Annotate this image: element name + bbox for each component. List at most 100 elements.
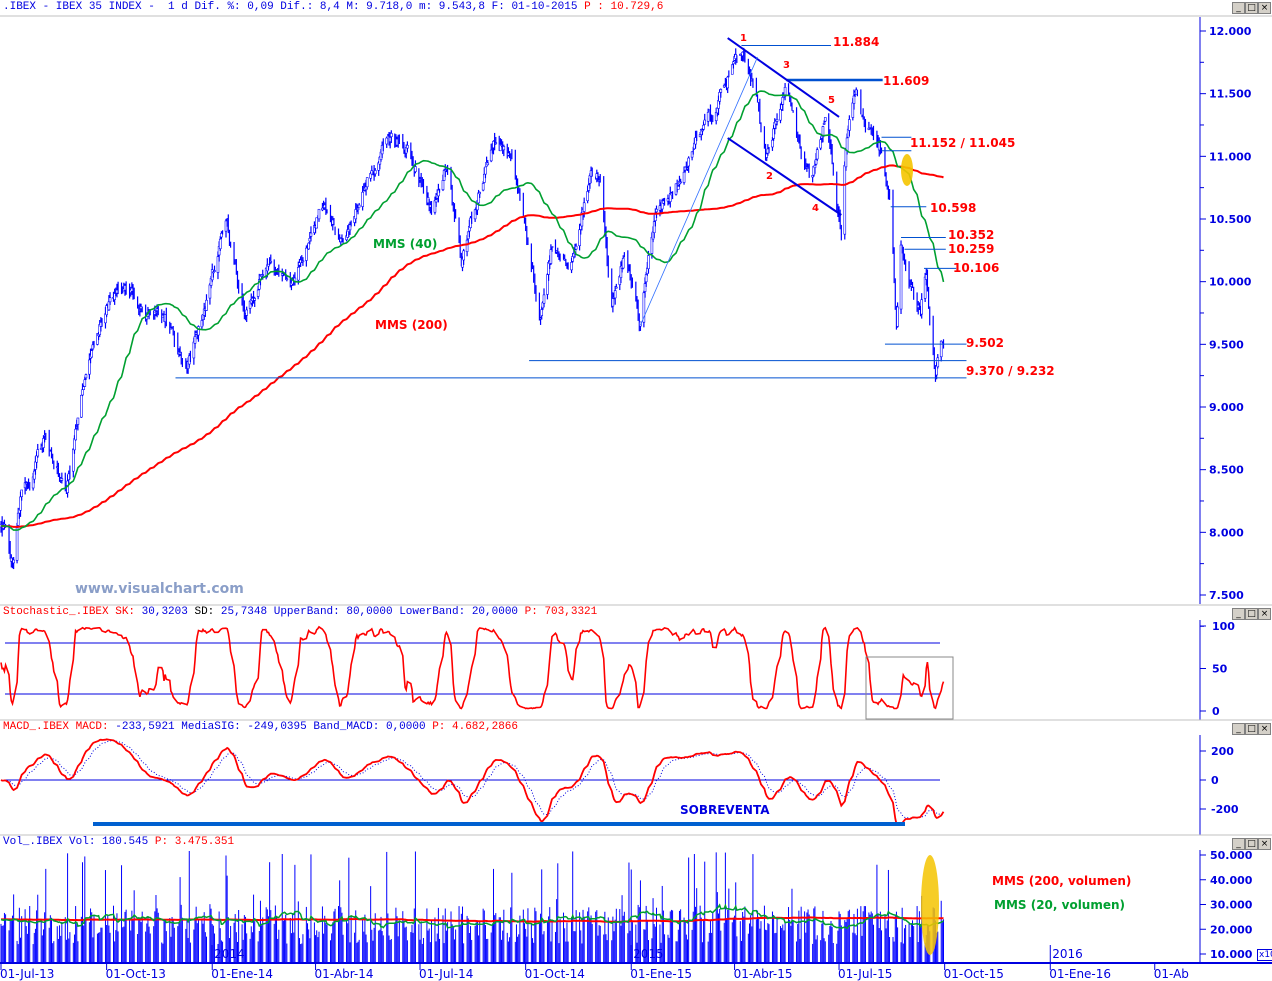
mms200-line bbox=[1, 164, 944, 528]
price-candle-up bbox=[462, 250, 465, 261]
stochastic-header: Stochastic_.IBEX SK: 30,3203 SD: 25,7348… bbox=[3, 606, 597, 619]
price-tick-label: 8.000 bbox=[1209, 526, 1244, 539]
price-candle-up bbox=[845, 137, 849, 152]
year-label: 2015 bbox=[633, 947, 664, 961]
price-candle-up bbox=[615, 286, 618, 289]
price-candle-up bbox=[216, 256, 220, 273]
volume-tick-label: 30.000 bbox=[1210, 899, 1253, 912]
wave-point-label: 4 bbox=[812, 203, 819, 214]
macd-line bbox=[0, 738, 945, 825]
maximize-button[interactable]: □ bbox=[1245, 723, 1258, 735]
price-candle-up bbox=[621, 258, 625, 269]
close-button[interactable]: × bbox=[1258, 608, 1271, 620]
mms40-label: MMS (40) bbox=[373, 237, 438, 251]
volume-tick-label: 20.000 bbox=[1210, 923, 1253, 936]
price-candle-up bbox=[719, 89, 723, 93]
price-candle-up bbox=[84, 374, 88, 379]
price-candle-up bbox=[354, 209, 358, 220]
price-candle-up bbox=[193, 336, 197, 344]
price-candle-up bbox=[83, 379, 87, 387]
price-candle-up bbox=[899, 244, 903, 310]
minimize-button[interactable]: _ bbox=[1232, 608, 1245, 620]
indicator-name: Stochastic_.IBEX bbox=[3, 606, 109, 618]
level-label: 10.106 bbox=[953, 261, 1000, 275]
close-button[interactable]: × bbox=[1258, 723, 1271, 735]
label: SD: bbox=[194, 606, 215, 618]
price-candle-up bbox=[348, 224, 352, 231]
label: Dif. %: bbox=[194, 1, 241, 13]
price-candle-up bbox=[80, 394, 83, 418]
price-candle-up bbox=[655, 208, 658, 213]
minimize-button[interactable]: _ bbox=[1232, 838, 1245, 850]
price-candle-up bbox=[113, 293, 116, 300]
price-candle-up bbox=[441, 180, 445, 191]
volume-header: Vol_.IBEX Vol: 180.545 P: 3.475.351 bbox=[3, 836, 234, 849]
price-candle-up bbox=[205, 299, 208, 311]
dif: 8,4 bbox=[319, 1, 340, 13]
maximize-button[interactable]: □ bbox=[1245, 838, 1258, 850]
price-candle-up bbox=[484, 166, 487, 175]
sobreventa-label: SOBREVENTA bbox=[680, 803, 770, 817]
price-candle-up bbox=[822, 123, 826, 125]
price-candle-up bbox=[936, 357, 940, 368]
price-candle-up bbox=[706, 111, 710, 122]
price-candle-up bbox=[434, 199, 438, 203]
volume-highlight bbox=[921, 855, 939, 955]
price-candle-up bbox=[781, 96, 785, 105]
date-tick-label: 01-Abr-14 bbox=[315, 967, 374, 981]
date-tick-label: 01-Ene-14 bbox=[211, 967, 273, 981]
volume-mms200-label: MMS (200, volumen) bbox=[992, 874, 1132, 888]
price-candle-up bbox=[15, 527, 19, 561]
price-candle-up bbox=[317, 208, 321, 220]
price-candle-up bbox=[406, 145, 409, 149]
lower-band: 20,0000 bbox=[471, 606, 519, 618]
price-candle-up bbox=[815, 149, 819, 160]
label: LowerBand: bbox=[399, 606, 466, 618]
price-candle-up bbox=[245, 309, 248, 316]
macd-value: -233,5921 bbox=[115, 721, 175, 733]
macd-tick-label: 200 bbox=[1211, 745, 1234, 758]
wave-point-label: 2 bbox=[766, 171, 773, 182]
level-label: 10.598 bbox=[930, 201, 977, 215]
label: MediaSIG: bbox=[181, 721, 241, 733]
price-candle-up bbox=[823, 117, 827, 122]
price-candle-up bbox=[307, 242, 310, 250]
channel-upper bbox=[727, 37, 840, 118]
stochastic-highlight-box bbox=[865, 656, 954, 720]
price-candle-up bbox=[702, 124, 705, 130]
price-candle-up bbox=[540, 309, 544, 316]
price-candle-up bbox=[687, 157, 690, 167]
minimize-button[interactable]: _ bbox=[1232, 723, 1245, 735]
price-tick-label: 7.500 bbox=[1209, 589, 1244, 602]
date-tick-label: 01-Oct-15 bbox=[944, 967, 1004, 981]
price-candle-up bbox=[586, 191, 589, 202]
stoch-tick-label: 0 bbox=[1212, 705, 1220, 718]
volume-multiplier: x10 bbox=[1257, 949, 1272, 961]
price-candle-up bbox=[726, 76, 729, 89]
sd-value: 25,7348 bbox=[220, 606, 268, 618]
price-candle-up bbox=[843, 165, 847, 235]
label: m: bbox=[418, 1, 433, 13]
price-candle-up bbox=[819, 139, 822, 149]
label: F: bbox=[491, 1, 505, 13]
maximize-button[interactable]: □ bbox=[1245, 608, 1258, 620]
price-candle-up bbox=[373, 170, 377, 175]
price-candle-up bbox=[783, 87, 787, 97]
close-button[interactable]: × bbox=[1258, 838, 1271, 850]
price-panel-header: .IBEX - IBEX 35 INDEX - 1 d Dif. %: 0,09… bbox=[3, 1, 663, 14]
price-tick-label: 10.500 bbox=[1209, 213, 1252, 226]
indicator-name: MACD_.IBEX bbox=[3, 721, 70, 733]
p-value: 3.475.351 bbox=[174, 836, 235, 848]
date-tick-label: 01-Ab bbox=[1154, 967, 1189, 981]
label: P : bbox=[584, 1, 604, 13]
price-candle-up bbox=[730, 64, 734, 75]
label: Vol: bbox=[69, 836, 96, 848]
price-candle-up bbox=[385, 137, 389, 145]
price-candle-up bbox=[494, 142, 498, 144]
price-candle-up bbox=[297, 267, 300, 281]
mms40-line bbox=[0, 90, 945, 531]
minimize-button[interactable]: _ bbox=[1232, 2, 1245, 14]
close-button[interactable]: × bbox=[1258, 2, 1271, 14]
price-candle-up bbox=[361, 191, 364, 207]
maximize-button[interactable]: □ bbox=[1245, 2, 1258, 14]
